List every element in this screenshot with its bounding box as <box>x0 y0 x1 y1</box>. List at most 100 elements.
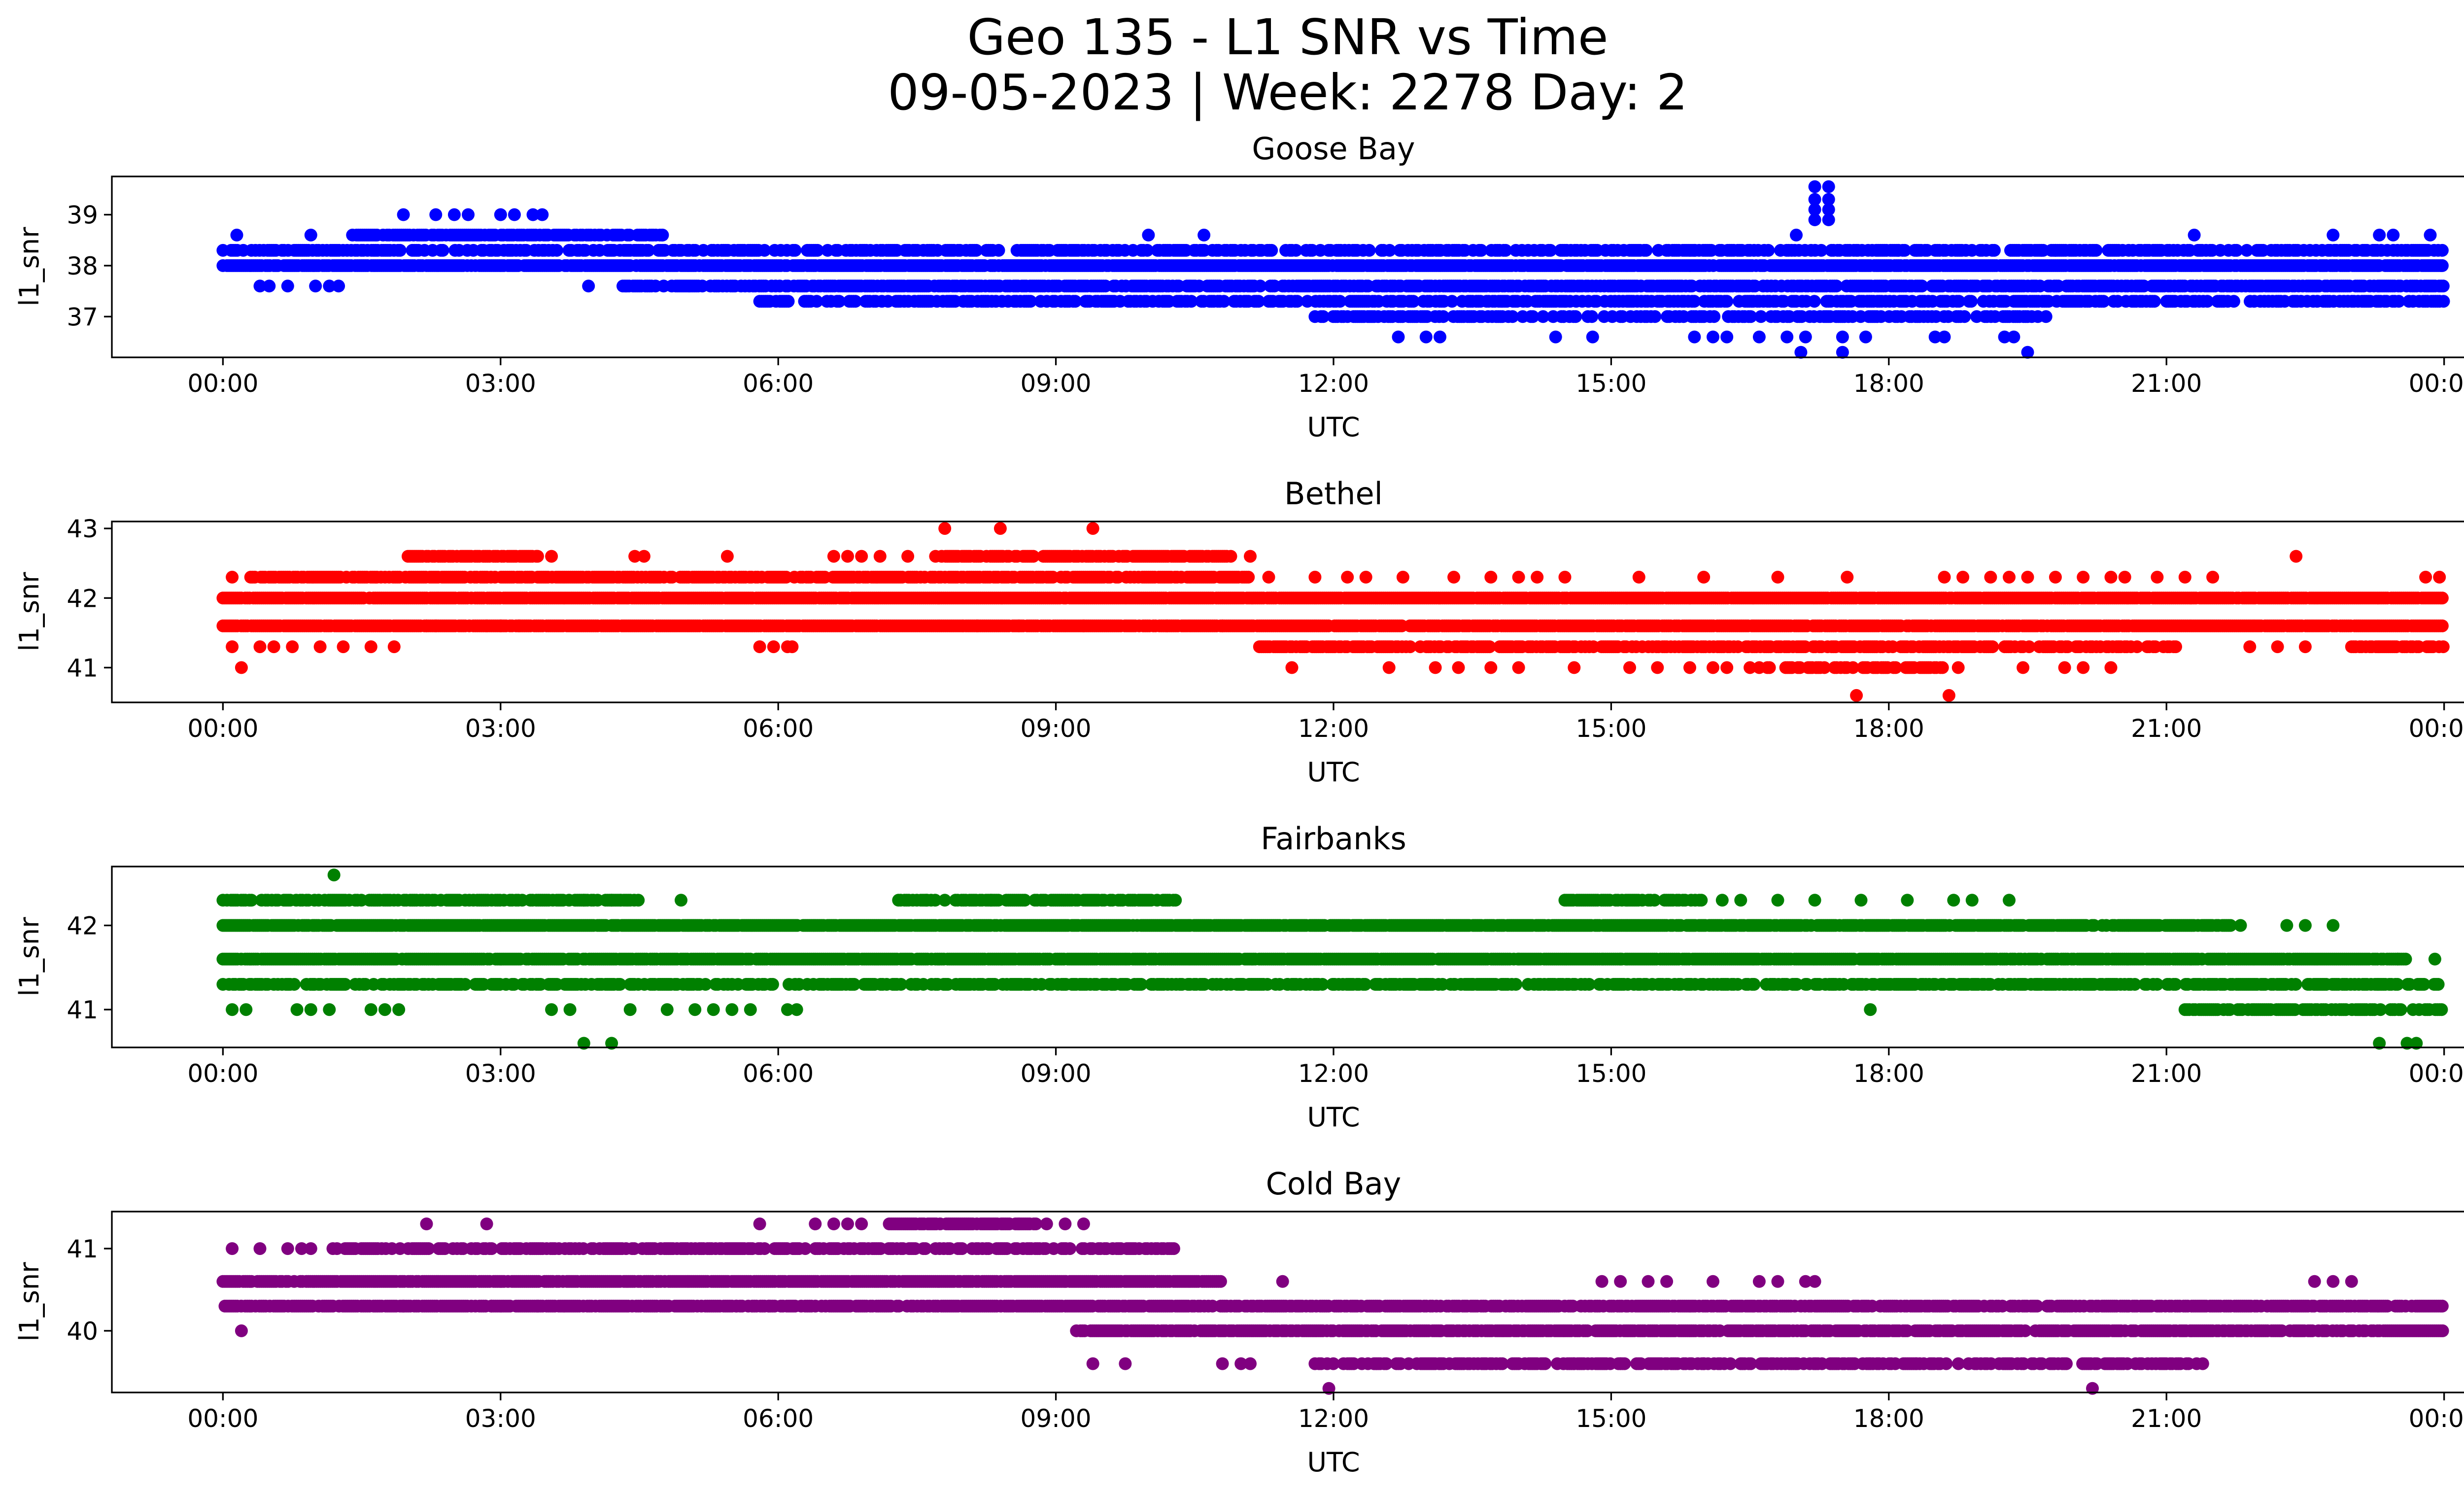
data-point <box>1987 243 2001 257</box>
subplot-goose-bay: Goose Bay 00:00 03:00 06:00 09:00 12:00 15:00… <box>14 131 2464 443</box>
data-point <box>309 279 322 293</box>
x-tick-label: 09:00 <box>1021 369 1092 398</box>
data-point <box>1836 330 1849 344</box>
data-point <box>536 208 549 221</box>
data-point <box>1434 330 1446 344</box>
data-point <box>2435 259 2449 272</box>
data-point <box>1720 295 1734 308</box>
data-point <box>1808 180 1821 193</box>
data-point <box>1785 243 1798 257</box>
data-point <box>1142 228 1155 242</box>
data-point <box>508 208 521 221</box>
subplot-bethel: Bethel 00:00 03:00 06:00 09:00 12:00 15:00 18:… <box>14 476 2464 788</box>
data-point <box>397 208 410 221</box>
data-point <box>2007 330 2020 344</box>
data-point <box>1363 243 1376 257</box>
subplot-title: Bethel <box>1284 476 1383 512</box>
data-point <box>2373 228 2386 242</box>
x-tick-label: 15:00 <box>1575 369 1646 398</box>
figure-title-line1: Geo 135 - L1 SNR vs Time <box>967 8 1608 66</box>
data-point <box>230 228 243 242</box>
data-point <box>1780 330 1794 344</box>
y-tick-label: 38 <box>67 252 98 280</box>
x-axis-label: UTC <box>1307 412 1360 443</box>
y-axis-label: l1_snr <box>14 227 45 307</box>
data-point <box>1242 570 1255 584</box>
data-point <box>1808 295 1821 308</box>
y-tick-label: 39 <box>67 201 98 230</box>
x-tick-label: 18:00 <box>1853 369 1924 398</box>
data-point <box>494 208 507 221</box>
data-point <box>1799 330 1812 344</box>
data-point <box>2437 295 2450 308</box>
data-point <box>1623 243 1636 257</box>
data-point <box>1850 243 1863 257</box>
data-point <box>2086 243 2099 257</box>
data-point <box>1822 193 1835 206</box>
data-point <box>1965 295 1978 308</box>
x-tick-label: 21:00 <box>2131 369 2202 398</box>
data-point <box>1707 330 1719 344</box>
data-point <box>447 208 461 221</box>
data-point <box>1720 330 1734 344</box>
data-point <box>992 243 1005 257</box>
data-point <box>1419 330 1433 344</box>
data-point <box>1640 243 1653 257</box>
data-point <box>2035 243 2048 257</box>
data-point <box>2039 310 2053 323</box>
x-tick-label: 00:00 <box>2409 369 2464 398</box>
data-point <box>1586 330 1599 344</box>
subplot-title: Goose Bay <box>1252 131 1415 167</box>
plot-area <box>216 522 2450 702</box>
data-point <box>1569 310 1582 323</box>
data-point <box>1859 330 1872 344</box>
data-point <box>788 243 802 257</box>
data-point <box>1648 310 1662 323</box>
data-point <box>462 208 475 221</box>
data-point <box>2049 243 2062 257</box>
data-point <box>2435 591 2449 605</box>
data-point <box>2227 295 2240 308</box>
data-point <box>2424 228 2437 242</box>
data-point <box>1265 243 1278 257</box>
data-point <box>1688 330 1701 344</box>
data-point <box>1198 228 1211 242</box>
data-point <box>656 228 669 242</box>
data-point <box>1790 228 1803 242</box>
data-point <box>1708 310 1721 323</box>
data-point <box>1891 243 1905 257</box>
x-tick-label: 12:00 <box>1298 369 1369 398</box>
data-point <box>263 279 276 293</box>
x-axis: 00:00 03:00 06:00 09:00 12:00 15:00 18:00 21:00… <box>187 357 2464 398</box>
data-point <box>1822 180 1835 193</box>
data-point <box>1938 330 1951 344</box>
data-point <box>1549 330 1562 344</box>
data-point <box>2435 243 2449 257</box>
figure-title-line2: 09-05-2023 | Week: 2278 Day: 2 <box>888 64 1687 121</box>
y-axis: 37 38 39 <box>67 201 112 331</box>
data-point <box>281 279 294 293</box>
data-point <box>1958 310 1971 323</box>
data-point <box>582 279 595 293</box>
data-point <box>1762 243 1775 257</box>
x-tick-label: 00:00 <box>187 369 258 398</box>
data-point <box>2387 228 2400 242</box>
data-point <box>2148 295 2161 308</box>
data-point <box>332 279 345 293</box>
data-point <box>393 243 407 257</box>
x-tick-label: 03:00 <box>465 369 536 398</box>
data-point <box>1910 243 1923 257</box>
data-point <box>550 243 563 257</box>
x-tick-label: 06:00 <box>743 369 814 398</box>
data-point <box>1392 330 1405 344</box>
data-point <box>1688 243 1701 257</box>
data-point <box>1808 193 1821 206</box>
data-point <box>2188 228 2201 242</box>
data-point <box>1585 310 1599 323</box>
data-point <box>304 228 317 242</box>
y-tick-label: 37 <box>67 303 98 331</box>
data-point <box>2327 228 2340 242</box>
data-point <box>782 295 795 308</box>
data-point <box>1752 330 1766 344</box>
